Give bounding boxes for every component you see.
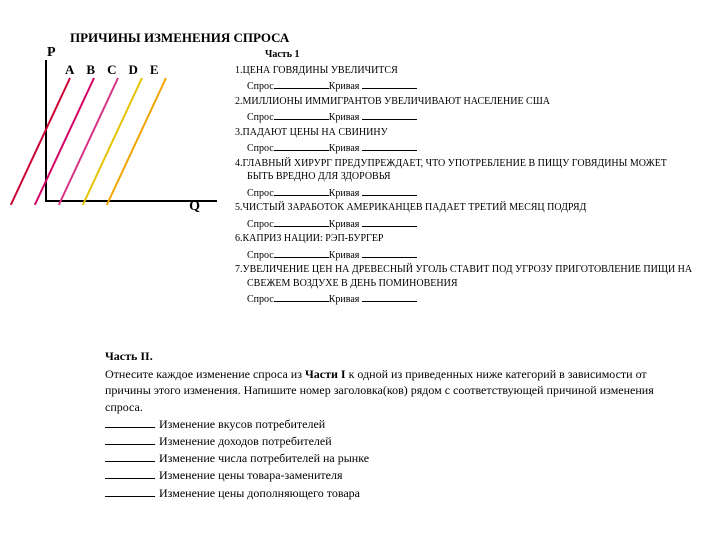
item-number: 5. [235,202,243,213]
blank-category[interactable] [105,433,155,445]
curve-label-text: Кривая [329,294,362,305]
blank-curve[interactable] [362,247,417,258]
blank-curve[interactable] [362,185,417,196]
blank-category[interactable] [105,450,155,462]
part2-section: Часть II. Отнесите каждое изменение спро… [105,348,665,501]
category-row: Изменение цены товара-заменителя [105,467,665,483]
blank-curve[interactable] [362,216,417,227]
part1-title: Часть 1 [265,48,695,62]
demand-fill-line: Спрос Кривая [235,109,695,125]
item-text: КАПРИЗ НАЦИИ: РЭП-БУРГЕР [243,233,384,244]
part2-title: Часть II. [105,349,153,363]
part2-intro-bold: Части I [305,367,346,381]
category-row: Изменение числа потребителей на рынке [105,450,665,466]
demand-fill-line: Спрос Кривая [235,247,695,263]
part1-item: 3.ПАДАЮТ ЦЕНЫ НА СВИНИНУ [235,126,695,140]
blank-demand[interactable] [274,247,329,258]
item-text: УВЕЛИЧЕНИЕ ЦЕН НА ДРЕВЕСНЫЙ УГОЛЬ СТАВИТ… [243,264,693,289]
blank-demand[interactable] [274,140,329,151]
category-row: Изменение цены дополняющего товара [105,485,665,501]
blank-curve[interactable] [362,140,417,151]
part1-item: 5.ЧИСТЫЙ ЗАРАБОТОК АМЕРИКАНЦЕВ ПАДАЕТ ТР… [235,201,695,215]
blank-curve[interactable] [362,78,417,89]
curve-label-text: Кривая [329,188,362,199]
demand-label: Спрос [247,188,274,199]
curve-label-text: Кривая [329,143,362,154]
item-text: ЦЕНА ГОВЯДИНЫ УВЕЛИЧИТСЯ [243,65,398,76]
demand-fill-line: Спрос Кривая [235,78,695,94]
category-text: Изменение цены дополняющего товара [159,486,360,500]
blank-category[interactable] [105,485,155,497]
part1-item: 2.МИЛЛИОНЫ ИММИГРАНТОВ УВЕЛИЧИВАЮТ НАСЕЛ… [235,95,695,109]
item-text: ЧИСТЫЙ ЗАРАБОТОК АМЕРИКАНЦЕВ ПАДАЕТ ТРЕТ… [243,202,587,213]
demand-label: Спрос [247,219,274,230]
category-text: Изменение доходов потребителей [159,434,332,448]
item-number: 7. [235,264,243,275]
category-text: Изменение числа потребителей на рынке [159,451,369,465]
item-number: 3. [235,127,243,138]
item-number: 1. [235,65,243,76]
demand-chart: P ABCDE Q [35,50,225,210]
axis-p-label: P [47,45,56,61]
category-text: Изменение цены товара-заменителя [159,468,342,482]
item-text: ГЛАВНЫЙ ХИРУРГ ПРЕДУПРЕЖДАЕТ, ЧТО УПОТРЕ… [243,158,667,183]
part1-item: 6.КАПРИЗ НАЦИИ: РЭП-БУРГЕР [235,232,695,246]
item-text: МИЛЛИОНЫ ИММИГРАНТОВ УВЕЛИЧИВАЮТ НАСЕЛЕН… [243,96,551,107]
demand-fill-line: Спрос Кривая [235,185,695,201]
category-row: Изменение доходов потребителей [105,433,665,449]
blank-curve[interactable] [362,109,417,120]
axis-q-label: Q [189,199,200,215]
demand-fill-line: Спрос Кривая [235,291,695,307]
blank-demand[interactable] [274,291,329,302]
part1-section: Часть 1 1.ЦЕНА ГОВЯДИНЫ УВЕЛИЧИТСЯ Спрос К… [235,48,695,308]
item-number: 6. [235,233,243,244]
demand-label: Спрос [247,112,274,123]
curve-labels: ABCDE [65,62,171,78]
item-number: 2. [235,96,243,107]
page-title: ПРИЧИНЫ ИЗМЕНЕНИЯ СПРОСА [70,30,289,46]
curve-label-text: Кривая [329,219,362,230]
curve-label: D [128,62,137,77]
demand-label: Спрос [247,81,274,92]
blank-category[interactable] [105,416,155,428]
curve-label-text: Кривая [329,81,362,92]
blank-demand[interactable] [274,185,329,196]
curve-label: A [65,62,74,77]
blank-demand[interactable] [274,216,329,227]
part1-item: 4.ГЛАВНЫЙ ХИРУРГ ПРЕДУПРЕЖДАЕТ, ЧТО УПОТ… [235,157,695,184]
demand-fill-line: Спрос Кривая [235,216,695,232]
part1-item: 1.ЦЕНА ГОВЯДИНЫ УВЕЛИЧИТСЯ [235,64,695,78]
curve-label: C [107,62,116,77]
category-text: Изменение вкусов потребителей [159,417,325,431]
part2-intro-text: Отнесите каждое изменение спроса из [105,367,305,381]
curve-label: B [86,62,95,77]
curve-label: E [150,62,159,77]
category-row: Изменение вкусов потребителей [105,416,665,432]
blank-category[interactable] [105,467,155,479]
item-text: ПАДАЮТ ЦЕНЫ НА СВИНИНУ [243,127,388,138]
item-number: 4. [235,158,243,169]
demand-fill-line: Спрос Кривая [235,140,695,156]
blank-curve[interactable] [362,291,417,302]
demand-label: Спрос [247,143,274,154]
blank-demand[interactable] [274,78,329,89]
demand-label: Спрос [247,294,274,305]
blank-demand[interactable] [274,109,329,120]
curve-label-text: Кривая [329,250,362,261]
demand-label: Спрос [247,250,274,261]
part2-intro: Отнесите каждое изменение спроса из Част… [105,366,665,415]
part1-item: 7.УВЕЛИЧЕНИЕ ЦЕН НА ДРЕВЕСНЫЙ УГОЛЬ СТАВ… [235,263,695,290]
curve-label-text: Кривая [329,112,362,123]
